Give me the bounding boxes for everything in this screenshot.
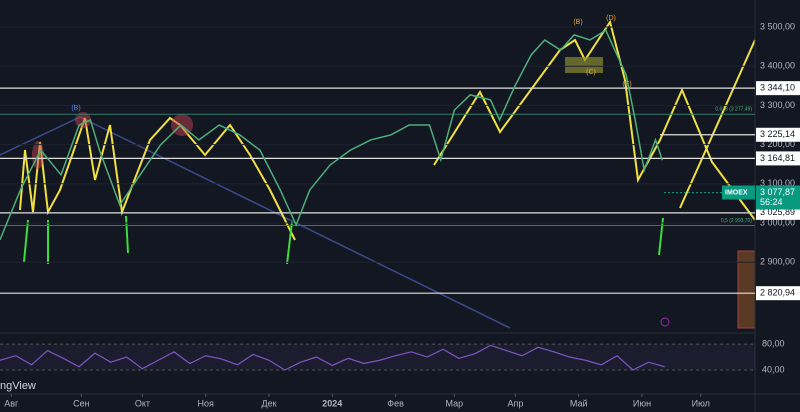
current-timer: 56:24 xyxy=(760,197,783,207)
level-label: 3 025,89 xyxy=(760,207,795,217)
wave-label: (D) xyxy=(606,15,616,22)
x-tick-label: Июл xyxy=(692,398,710,408)
y-tick-label: 3 200,00 xyxy=(760,139,795,149)
y-tick-label: 3 000,00 xyxy=(760,217,795,227)
x-tick-label: Авг xyxy=(4,398,19,408)
level-label: 2 820,94 xyxy=(760,288,795,298)
level-label: 3 164,81 xyxy=(760,153,795,163)
level-label: 3 225,14 xyxy=(760,129,795,139)
wave-label: (B) xyxy=(573,19,582,26)
x-tick-label: Мар xyxy=(446,398,464,408)
level-box xyxy=(756,127,800,142)
current-price-box xyxy=(756,185,800,210)
event-icon xyxy=(660,317,670,327)
wave-label: (B) xyxy=(71,105,80,112)
watermark: ngView xyxy=(0,380,36,392)
y-tick-label: 2 900,00 xyxy=(760,257,795,267)
trend-line xyxy=(0,116,81,156)
y-tick-label: 3 500,00 xyxy=(760,21,795,31)
current-symbol: IMOEX xyxy=(725,189,748,196)
wave-label: (C) xyxy=(586,69,596,76)
wave-label: (E) xyxy=(622,81,631,88)
x-tick-label: Дек xyxy=(261,398,276,408)
price-line xyxy=(0,29,664,241)
x-tick-label: Фев xyxy=(387,398,404,408)
zone xyxy=(565,57,603,73)
x-tick-label: Июн xyxy=(633,398,651,408)
x-tick-label: Окт xyxy=(135,398,150,408)
fib-label: 0,618 (3 277,49) xyxy=(715,107,752,113)
fib-label: 0,5 (2 993,70) xyxy=(721,218,752,224)
level-box xyxy=(756,151,800,166)
x-tick-label: 2024 xyxy=(322,398,342,408)
current-price: 3 077,87 xyxy=(760,187,795,197)
arrows xyxy=(23,215,664,265)
current-box xyxy=(722,185,755,200)
x-tick-label: Ноя xyxy=(198,398,215,408)
y-tick-label: 3 300,00 xyxy=(760,100,795,110)
level-label: 3 344,10 xyxy=(760,83,795,93)
y-tick-label: 3 100,00 xyxy=(760,178,795,188)
wave-drawing xyxy=(679,39,756,209)
wave-drawing xyxy=(433,19,756,221)
highlight xyxy=(75,112,91,128)
y-tick-label: 3 400,00 xyxy=(760,61,795,71)
x-tick-label: Сен xyxy=(73,398,90,408)
level-box xyxy=(756,81,800,96)
rsi-tick-label: 40,00 xyxy=(762,364,785,374)
rsi-line xyxy=(0,344,665,371)
rsi-tick-label: 80,00 xyxy=(762,338,785,348)
level-box xyxy=(756,286,800,301)
x-tick-label: Май xyxy=(570,398,588,408)
x-tick-label: Апр xyxy=(507,398,523,408)
